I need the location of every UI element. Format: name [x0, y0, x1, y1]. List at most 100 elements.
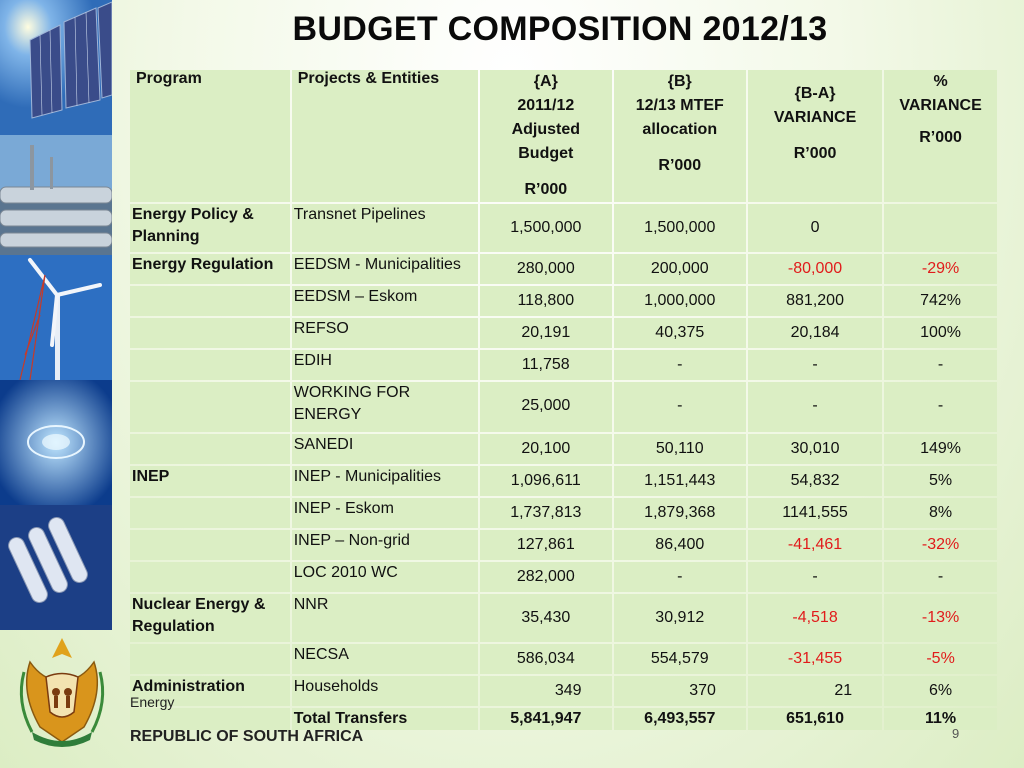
header-var-unit: R’000 [793, 145, 837, 162]
project-cell: INEP – Non-grid [291, 530, 479, 560]
slide-title: BUDGET COMPOSITION 2012/13 [292, 10, 828, 48]
table-row: EDIH 11,758- - - [130, 350, 997, 380]
table-row: INEP – Non-grid 127,861 86,400 -41,461 -32% [130, 530, 997, 560]
energy-bulb-image [0, 505, 112, 630]
program-cell: Nuclear Energy & Regulation [130, 594, 290, 642]
table-row: Energy Policy & Planning Transnet Pipelin… [130, 204, 997, 252]
header-var-line: {B-A} [794, 85, 836, 102]
header-col-variance: {B-A} VARIANCE R’000 [747, 70, 883, 202]
table-row: Nuclear Energy & Regulation NNR 35,430 30,9… [130, 594, 997, 642]
table-row: WORKING FOR ENERGY 25,000- - - [130, 382, 997, 432]
coat-of-arms-icon [19, 638, 105, 747]
budget-a-cell: 282,000 [480, 562, 612, 592]
budget-a-cell: 1,500,000 [480, 204, 612, 252]
table-row: REFSO 20,191 40,375 20,184 100% [130, 318, 997, 348]
header-col-b: {B} 12/13 MTEF allocation R’000 [613, 70, 746, 202]
table-header-row: Program Projects & Entities {A} 2011/12 … [130, 70, 997, 202]
pct-variance-cell: 6% [884, 676, 997, 706]
pct-variance-cell: - [884, 562, 997, 592]
wind-turbine-image [0, 255, 112, 380]
budget-b-cell: 200,000 [613, 254, 746, 284]
total-label: Total Transfers [291, 708, 479, 730]
table-row: SANEDI 20,100 50,110 30,010 149% [130, 434, 997, 464]
budget-b-cell: 50,110 [613, 434, 746, 464]
variance-cell: -41,461 [747, 530, 883, 560]
budget-b-cell: - [613, 382, 746, 432]
program-cell: Administration [130, 676, 290, 706]
program-cell: Energy Regulation [130, 254, 290, 284]
budget-b-cell: - [613, 350, 746, 380]
variance-cell: -4,518 [747, 594, 883, 642]
project-cell: REFSO [291, 318, 479, 348]
budget-b-cell: 554,579 [613, 644, 746, 674]
variance-cell: 881,200 [747, 286, 883, 316]
budget-table: Program Projects & Entities {A} 2011/12 … [128, 68, 999, 732]
header-col-pct: % VARIANCE R’000 [884, 70, 997, 202]
header-col-b-line: allocation [642, 121, 718, 138]
program-cell [130, 434, 290, 464]
program-cell [130, 562, 290, 592]
pct-variance-cell: -32% [884, 530, 997, 560]
table-row: LOC 2010 WC 282,000- - - [130, 562, 997, 592]
pct-variance-cell: -5% [884, 644, 997, 674]
total-row: Total Transfers 5,841,947 6,493,557 651,… [130, 708, 997, 730]
budget-a-cell: 20,100 [480, 434, 612, 464]
budget-b-cell: 1,879,368 [613, 498, 746, 528]
total-b: 6,493,557 [613, 708, 746, 730]
pct-variance-cell: - [884, 382, 997, 432]
table-row: NECSA 586,034 554,579 -31,455 -5% [130, 644, 997, 674]
pipeline-image [0, 135, 112, 255]
pct-variance-cell: 8% [884, 498, 997, 528]
table-row: Energy Regulation EEDSM - Municipalities 2… [130, 254, 997, 284]
variance-cell: - [747, 382, 883, 432]
project-cell: Households [291, 676, 479, 706]
page-number: 9 [952, 726, 960, 741]
variance-cell: 0 [747, 204, 883, 252]
variance-cell: 54,832 [747, 466, 883, 496]
project-cell: EEDSM - Municipalities [291, 254, 479, 284]
budget-a-cell: 11,758 [480, 350, 612, 380]
budget-b-cell: - [613, 562, 746, 592]
project-cell: INEP - Municipalities [291, 466, 479, 496]
program-cell [130, 530, 290, 560]
header-col-b-line: 12/13 MTEF [635, 97, 724, 114]
variance-cell: 30,010 [747, 434, 883, 464]
pct-variance-cell: 5% [884, 466, 997, 496]
photo-strip [0, 0, 112, 630]
total-program-cell [130, 708, 290, 730]
header-projects: Projects & Entities [291, 70, 479, 202]
program-cell [130, 286, 290, 316]
program-cell: INEP [130, 466, 290, 496]
budget-b-cell: 370 [613, 676, 746, 706]
department-name: Energy [130, 694, 175, 710]
table-row: Administration Households 349 370 21 6% [130, 676, 997, 706]
country-name: REPUBLIC OF SOUTH AFRICA [130, 728, 364, 745]
table-row: INEP INEP - Municipalities 1,096,611 1,151,… [130, 466, 997, 496]
budget-b-cell: 1,000,000 [613, 286, 746, 316]
budget-b-cell: 1,500,000 [613, 204, 746, 252]
variance-cell: -80,000 [747, 254, 883, 284]
program-cell [130, 350, 290, 380]
budget-b-cell: 86,400 [613, 530, 746, 560]
header-col-a-line: 2011/12 Adjusted [511, 97, 581, 138]
project-cell: LOC 2010 WC [291, 562, 479, 592]
header-col-a: {A} 2011/12 Adjusted Budget R’000 [480, 70, 612, 202]
project-cell: EDIH [291, 350, 479, 380]
program-cell [130, 382, 290, 432]
variance-cell: - [747, 350, 883, 380]
budget-a-cell: 118,800 [480, 286, 612, 316]
header-col-b-unit: R’000 [658, 157, 702, 174]
budget-a-cell: 349 [480, 676, 612, 706]
pct-variance-cell: 742% [884, 286, 997, 316]
variance-cell: 21 [747, 676, 883, 706]
header-var-line: VARIANCE [773, 109, 857, 126]
water-drop-image [0, 380, 112, 505]
solar-panel-image [0, 0, 112, 135]
header-pct-unit: R’000 [919, 129, 962, 146]
variance-cell: - [747, 562, 883, 592]
budget-a-cell: 1,096,611 [480, 466, 612, 496]
header-col-b-line: {B} [667, 73, 692, 90]
budget-a-cell: 20,191 [480, 318, 612, 348]
header-pct-line: % [933, 73, 948, 90]
program-cell [130, 498, 290, 528]
